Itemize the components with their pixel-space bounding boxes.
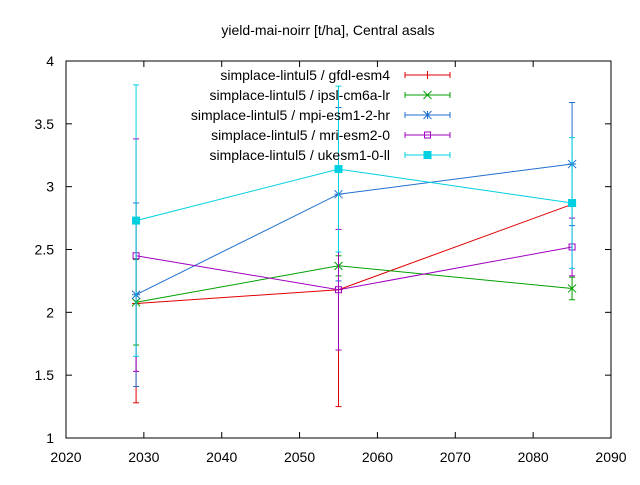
x-tick-label: 2070 [440, 449, 471, 465]
legend-entry-2: simplace-lintul5 / ipsl-cm6a-lr [210, 87, 451, 103]
legend-entry-5: simplace-lintul5 / ukesm1-0-ll [209, 147, 451, 163]
data-point [132, 216, 141, 225]
series-2 [131, 255, 577, 346]
x-tick-label: 2050 [284, 449, 315, 465]
series-line [136, 246, 573, 291]
legend-entry-1: simplace-lintul5 / gfdl-esm4 [220, 67, 451, 83]
y-tick-label: 1.5 [35, 367, 55, 383]
legend-label: simplace-lintul5 / ukesm1-0-ll [209, 147, 390, 163]
legend-label: simplace-lintul5 / ipsl-cm6a-lr [210, 87, 391, 103]
legend-entry-4: simplace-lintul5 / mri-esm2-0 [211, 127, 451, 143]
y-tick-label: 3 [46, 179, 54, 195]
series-line [135, 163, 573, 296]
series-line [135, 168, 573, 222]
series-1 [132, 171, 577, 408]
x-tick-label: 2040 [206, 449, 237, 465]
x-tick-label: 2090 [595, 449, 626, 465]
series-line [136, 203, 573, 304]
legend-marker [423, 90, 432, 100]
legend-label: simplace-lintul5 / mri-esm2-0 [211, 127, 390, 143]
data-point [334, 165, 343, 174]
x-tick-label: 2080 [518, 449, 549, 465]
data-point [335, 286, 342, 294]
legend-label: simplace-lintul5 / gfdl-esm4 [220, 67, 390, 83]
series-4 [132, 138, 576, 372]
legend-marker [423, 151, 432, 159]
y-tick-label: 1 [46, 430, 54, 446]
legend-label: simplace-lintul5 / mpi-esm1-2-hr [191, 107, 391, 123]
y-tick-label: 3.5 [35, 116, 55, 132]
series-5 [132, 84, 577, 357]
data-point [567, 284, 577, 293]
legend-entry-3: simplace-lintul5 / mpi-esm1-2-hr [191, 107, 451, 123]
x-tick-label: 2060 [362, 449, 393, 465]
x-tick-label: 2030 [128, 449, 159, 465]
x-tick-label: 2020 [50, 449, 81, 465]
chart-title: yield-mai-noirr [t/ha], Central asals [221, 22, 434, 38]
legend-marker [424, 131, 431, 139]
legend-marker [423, 71, 432, 79]
data-point [568, 199, 577, 208]
y-tick-label: 4 [46, 53, 54, 69]
legend-marker [423, 110, 432, 120]
y-tick-label: 2.5 [35, 242, 55, 258]
y-tick-label: 2 [46, 304, 54, 320]
